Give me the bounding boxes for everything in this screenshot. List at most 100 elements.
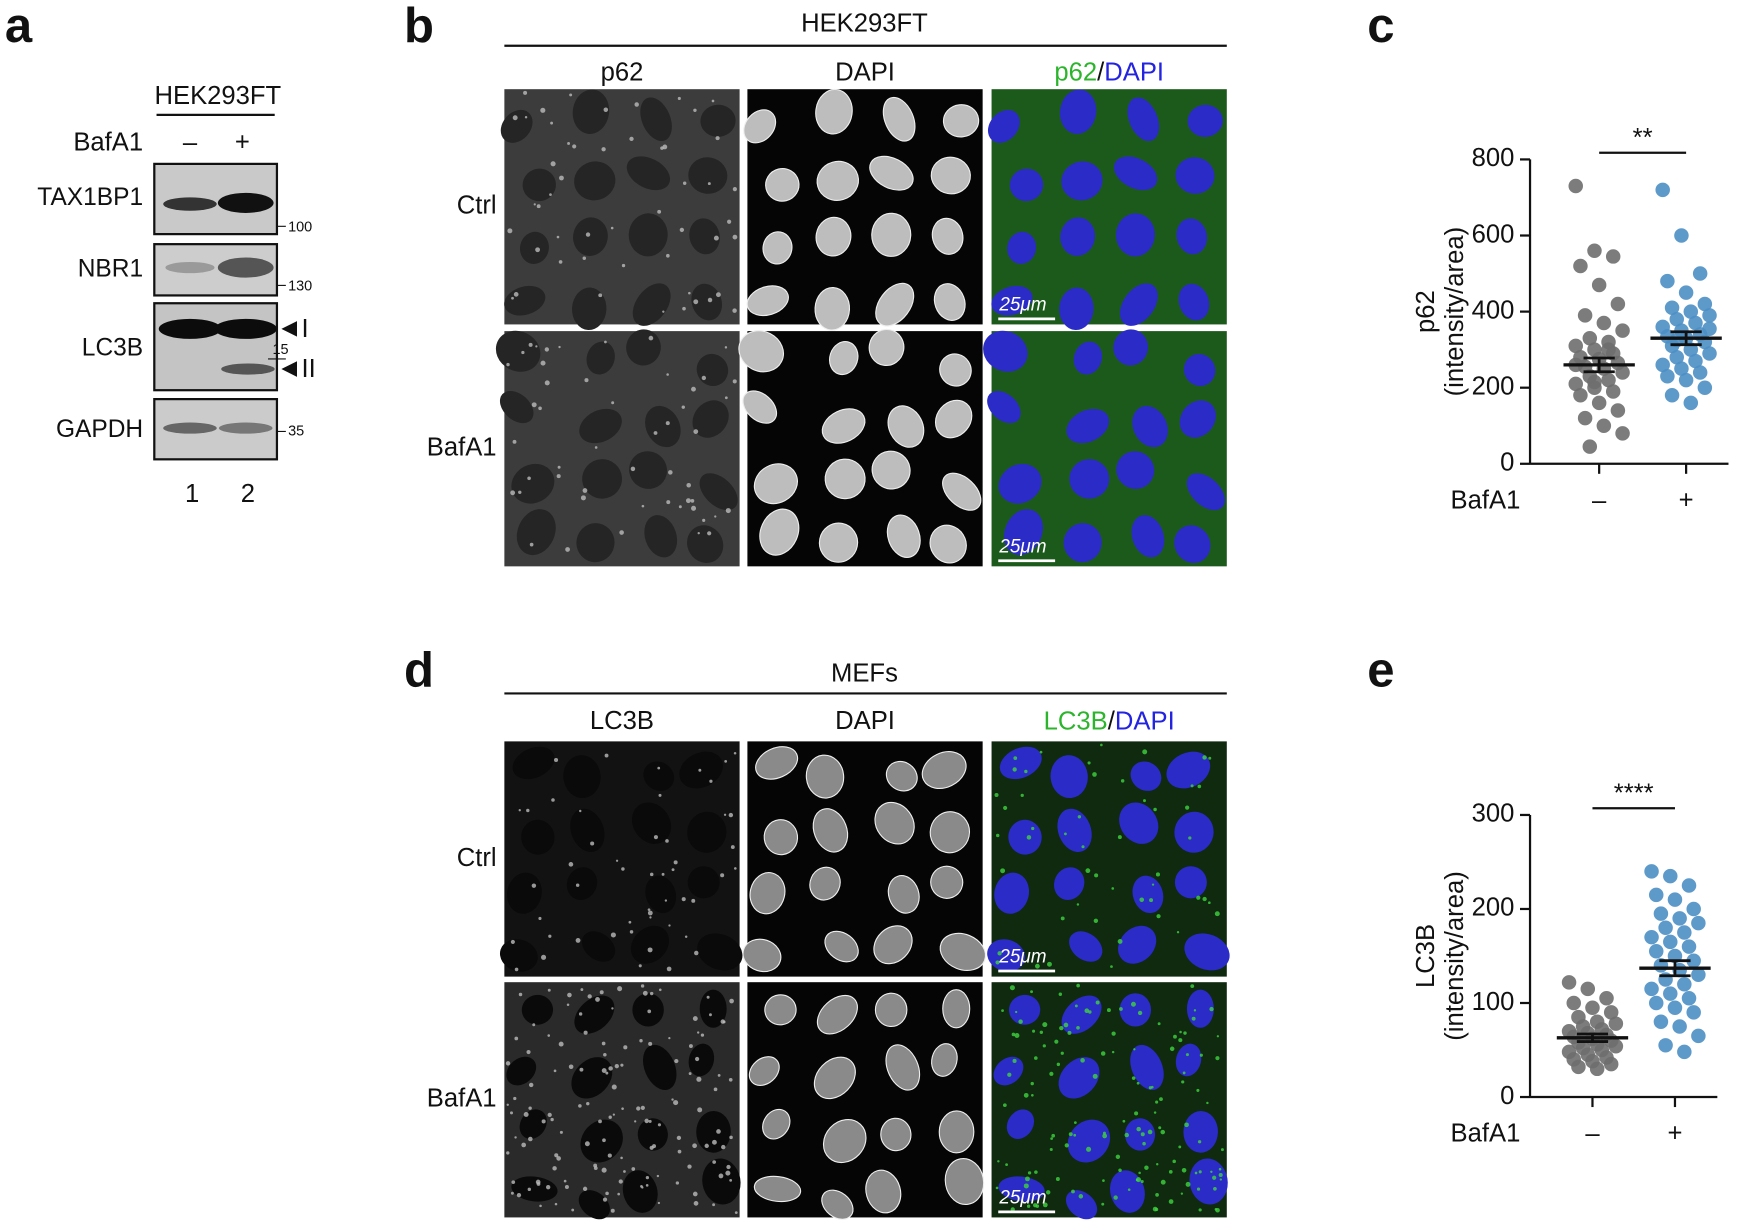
data-point: [1655, 182, 1670, 198]
data-point: [1566, 995, 1581, 1011]
puncta: [640, 1105, 645, 1111]
puncta: [671, 868, 675, 872]
merge-part: /: [1097, 58, 1105, 86]
nucleus: [1127, 97, 1160, 142]
nucleus: [994, 872, 1030, 914]
puncta: [1113, 1195, 1118, 1200]
puncta: [1210, 1170, 1213, 1173]
nucleus: [763, 819, 799, 856]
puncta: [995, 833, 1000, 838]
data-point: [1658, 920, 1673, 936]
puncta: [1042, 1044, 1046, 1048]
nucleus: [762, 231, 793, 265]
treatment: BafA1: [73, 129, 143, 157]
puncta: [1081, 845, 1085, 849]
puncta: [706, 995, 710, 999]
data-point: [1688, 353, 1703, 369]
nucleus: [622, 1170, 658, 1213]
cell-line: HEK293FT: [154, 82, 281, 110]
puncta: [548, 934, 552, 938]
puncta: [1012, 1058, 1017, 1064]
puncta: [1155, 1193, 1159, 1197]
puncta: [734, 867, 737, 870]
nucleus: [642, 1044, 677, 1091]
puncta: [1180, 1192, 1184, 1195]
puncta: [1026, 1204, 1031, 1208]
nucleus: [578, 1190, 610, 1220]
puncta: [1172, 1159, 1176, 1164]
puncta: [1051, 1133, 1056, 1138]
puncta: [1160, 1179, 1166, 1185]
puncta: [1002, 1103, 1007, 1108]
puncta: [1199, 1053, 1203, 1057]
puncta: [1034, 1170, 1038, 1174]
puncta: [733, 752, 737, 755]
nucleus: [929, 524, 967, 564]
nucleus: [687, 866, 720, 899]
data-point: [1683, 304, 1699, 319]
puncta: [1190, 984, 1195, 989]
puncta: [1178, 1145, 1182, 1149]
band: [163, 422, 217, 434]
puncta: [1206, 1101, 1209, 1105]
nucleus: [579, 408, 622, 444]
puncta: [582, 1186, 588, 1192]
puncta: [528, 1106, 532, 1110]
size-marker: 15: [272, 342, 288, 358]
puncta: [726, 1164, 731, 1170]
puncta: [521, 350, 525, 355]
puncta: [521, 1142, 527, 1148]
puncta: [1085, 868, 1091, 874]
puncta: [1106, 1008, 1111, 1013]
data-point: [1688, 315, 1703, 331]
data-point: [1667, 892, 1683, 907]
data-point: [1667, 1000, 1683, 1015]
puncta: [617, 1192, 620, 1196]
puncta: [610, 226, 614, 230]
puncta: [528, 342, 533, 347]
data-point: [1663, 986, 1678, 1001]
nucleus: [512, 746, 555, 780]
channel-header: p62: [601, 58, 644, 86]
puncta: [1147, 1129, 1153, 1135]
nucleus: [1061, 995, 1102, 1034]
puncta: [666, 373, 669, 376]
puncta: [1031, 826, 1035, 831]
nucleus: [632, 283, 671, 326]
puncta: [1120, 779, 1125, 783]
scale-bar-label: 25μm: [998, 947, 1046, 968]
puncta: [723, 813, 727, 816]
nucleus: [572, 89, 610, 134]
puncta: [506, 1103, 509, 1106]
nucleus: [1113, 156, 1158, 191]
puncta: [693, 299, 699, 305]
puncta: [607, 1153, 612, 1158]
puncta: [995, 1186, 999, 1190]
puncta: [1219, 1178, 1222, 1181]
puncta: [1135, 1178, 1139, 1182]
nucleus: [1175, 157, 1215, 194]
puncta: [657, 766, 661, 770]
nucleus: [1118, 925, 1157, 964]
nucleus: [815, 88, 853, 135]
puncta: [1215, 1056, 1220, 1061]
nucleus: [930, 156, 971, 195]
data-point: [1677, 925, 1692, 940]
puncta: [540, 360, 546, 366]
data-point: [1663, 934, 1678, 950]
puncta: [610, 932, 616, 938]
puncta: [665, 839, 669, 843]
puncta: [602, 1197, 608, 1202]
nucleus: [868, 328, 905, 367]
puncta: [724, 346, 728, 349]
data-point: [1568, 376, 1583, 392]
puncta: [1007, 1072, 1012, 1077]
puncta: [629, 930, 634, 934]
puncta: [584, 1141, 590, 1147]
nucleus: [755, 746, 799, 780]
puncta: [1094, 873, 1099, 878]
puncta: [647, 910, 653, 916]
nucleus: [511, 1176, 558, 1202]
puncta: [623, 1045, 628, 1050]
